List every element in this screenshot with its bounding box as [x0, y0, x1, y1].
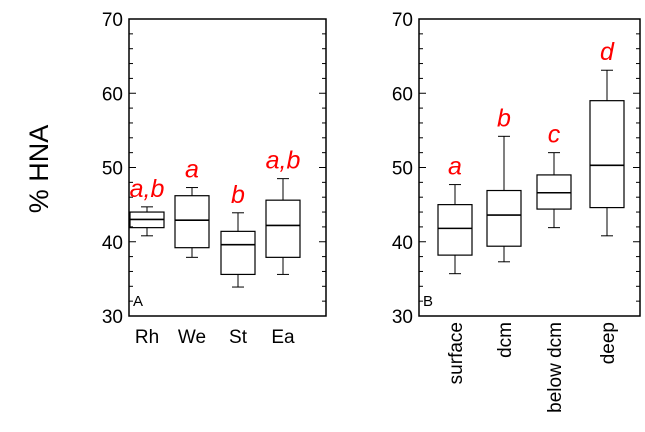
box [220, 230, 256, 276]
x-tick-label: St [229, 327, 248, 348]
box [589, 100, 625, 209]
x-tick-label: below dcm [545, 322, 566, 413]
y-tick-label: 70 [392, 10, 413, 31]
panel-a: 30 40 50 60 70 Aa,b Rh a We b St a,b Ea [102, 10, 327, 348]
y-axis-title-group: % HNA [24, 125, 54, 214]
box [174, 195, 210, 249]
significance-label: d [600, 38, 615, 66]
y-tick-label: 40 [392, 233, 413, 254]
x-tick-label: deep [598, 322, 619, 364]
box [486, 189, 522, 247]
box [265, 199, 301, 258]
significance-label: c [548, 121, 561, 149]
significance-label: a [185, 156, 199, 184]
significance-label: a [448, 153, 462, 181]
significance-label: b [231, 181, 245, 209]
x-tick-label: Rh [135, 327, 159, 348]
y-axis-title: % HNA [24, 125, 54, 214]
significance-label: a,b [130, 175, 165, 203]
x-tick-label: surface [446, 322, 467, 384]
y-tick-label: 30 [102, 307, 123, 328]
y-tick-label: 60 [392, 84, 413, 105]
panel-b: 30 40 50 60 70 Ba surface b dcm c below dcm d deep [392, 10, 641, 413]
significance-label: a,b [266, 147, 301, 175]
y-tick-label: 70 [102, 10, 123, 31]
x-tick-label: We [178, 327, 206, 348]
y-tick-label: 40 [102, 233, 123, 254]
y-tick-label: 50 [392, 159, 413, 180]
y-tick-label: 50 [102, 159, 123, 180]
box [437, 204, 473, 256]
x-tick-label: Ea [271, 327, 295, 348]
x-tick-label: dcm [495, 322, 516, 358]
panel-label: B [423, 293, 433, 310]
y-tick-label: 30 [392, 307, 413, 328]
panel-label: A [133, 293, 143, 310]
significance-label: b [497, 104, 511, 132]
y-tick-label: 60 [102, 84, 123, 105]
